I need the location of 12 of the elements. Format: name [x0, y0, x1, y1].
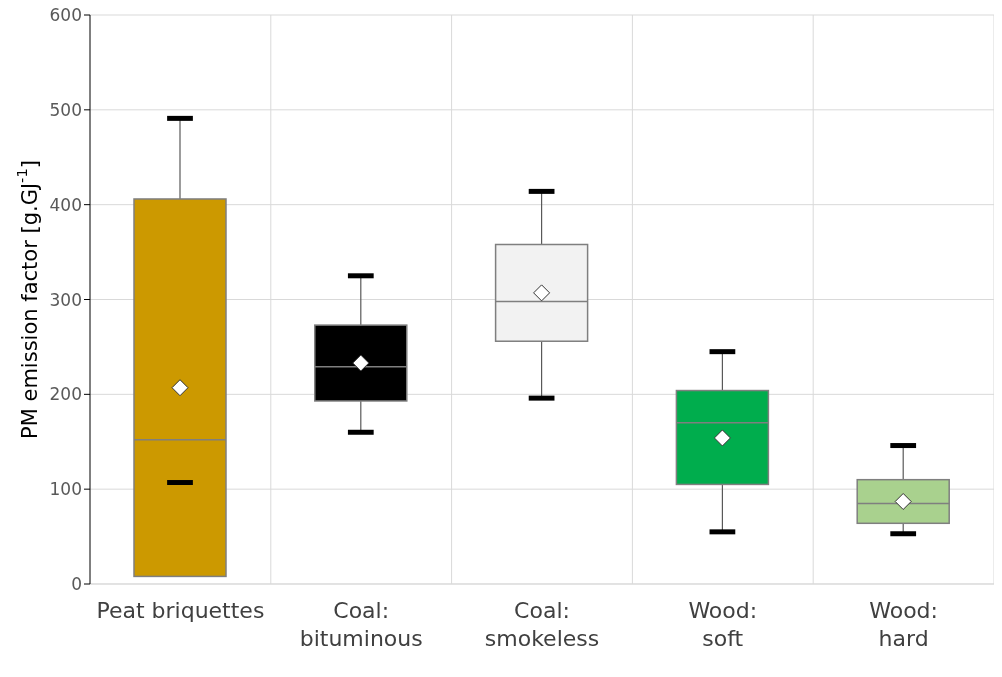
- y-tick-label: 600: [49, 5, 82, 26]
- y-tick-label: 400: [49, 194, 82, 215]
- x-tick-label: Coal: bituminous: [299, 598, 423, 651]
- y-tick-label: 200: [49, 384, 82, 405]
- x-tick-label: Wood: hard: [869, 598, 938, 651]
- y-tick-label: 100: [49, 479, 82, 500]
- x-tick-label: Wood: soft: [688, 598, 758, 651]
- x-tick-label: Peat briquettes: [96, 598, 265, 623]
- x-tick-label: Coal: smokeless: [484, 598, 600, 651]
- y-tick-label: 0: [71, 574, 82, 595]
- y-tick-label: 300: [49, 289, 82, 310]
- y-tick-label: 500: [49, 99, 82, 120]
